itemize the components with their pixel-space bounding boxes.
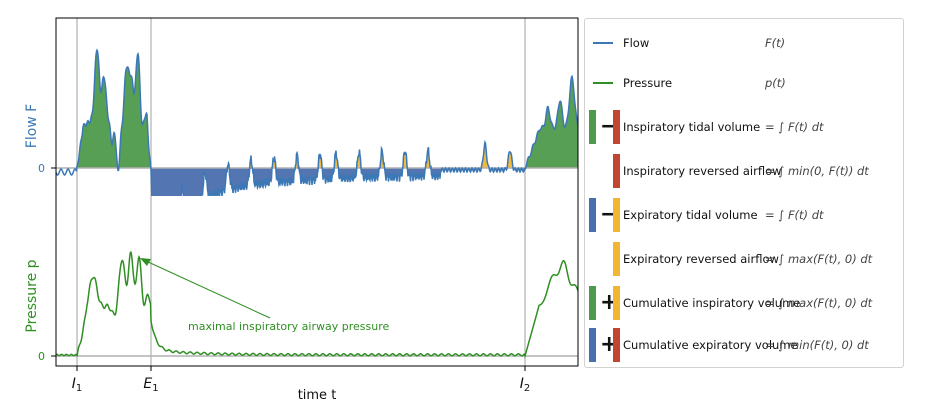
- legend-item-expiratory-tidal-volume: − Expiratory tidal volume = ∫ F(t) dt: [585, 195, 903, 235]
- event-lines: [76, 18, 526, 366]
- legend-formula: = ∫ min(F(t), 0) dt: [765, 338, 869, 352]
- minus-operator: −: [600, 114, 619, 139]
- plot-frame: [55, 17, 579, 367]
- legend-item-cumulative-inspiratory-volume: + Cumulative inspiratory volume = ∫ max(…: [585, 283, 903, 323]
- plus-operator: +: [600, 332, 619, 357]
- yellow-swatch: [613, 242, 620, 276]
- flow-fill-regions: [77, 50, 578, 196]
- legend-formula: = ∫ max(F(t), 0) dt: [765, 296, 873, 310]
- green-swatch: [589, 110, 596, 144]
- legend-item-inspiratory-reversed-airflow: Inspiratory reversed airflow = ∫ min(0, …: [585, 151, 903, 191]
- minus-operator: −: [600, 202, 619, 227]
- flow-y-tick-0: 0: [38, 162, 45, 175]
- fill-region: [252, 168, 272, 188]
- flow-swatch: [593, 42, 613, 44]
- green-swatch: [589, 286, 596, 320]
- yellow-swatch: [613, 286, 620, 320]
- yellow-swatch: [613, 198, 620, 232]
- annotation-text: maximal inspiratory airway pressure: [188, 320, 389, 333]
- pressure-y-tick-0: 0: [38, 350, 45, 363]
- red-swatch: [613, 328, 620, 362]
- legend-formula: F(t): [765, 36, 786, 50]
- legend-formula: p(t): [765, 76, 786, 90]
- x-tick-e1: E1: [143, 376, 158, 394]
- legend: Flow F(t) Pressure p(t) − Inspiratory ti…: [584, 18, 904, 368]
- pressure-axis-label: Pressure p: [24, 259, 40, 332]
- pressure-series-line: [56, 251, 578, 359]
- legend-label: Expiratory reversed airflow: [623, 252, 779, 266]
- x-ticks: I1 E1 I2: [72, 366, 531, 394]
- fill-region: [526, 76, 578, 168]
- fill-region: [77, 50, 118, 168]
- legend-label: Cumulative inspiratory volume: [623, 296, 801, 310]
- fill-region: [481, 142, 490, 168]
- fill-region: [119, 53, 151, 169]
- legend-formula: = ∫ max(F(t), 0) dt: [765, 252, 873, 266]
- plus-operator: +: [600, 290, 619, 315]
- legend-item-flow: Flow F(t): [585, 23, 903, 63]
- legend-label: Inspiratory tidal volume: [623, 120, 761, 134]
- blue-swatch: [589, 328, 596, 362]
- legend-label: Inspiratory reversed airflow: [623, 164, 782, 178]
- x-tick-i2: I2: [520, 376, 531, 394]
- flow-series-line: [56, 48, 578, 196]
- legend-formula: = ∫ F(t) dt: [765, 120, 824, 134]
- flow-axis-label: Flow F: [24, 104, 40, 148]
- x-tick-i1: I1: [72, 376, 83, 394]
- pressure-swatch: [593, 82, 613, 84]
- annotation-arrow: [140, 258, 271, 319]
- legend-label: Pressure: [623, 76, 673, 90]
- legend-item-pressure: Pressure p(t): [585, 63, 903, 103]
- red-swatch: [613, 154, 620, 188]
- x-axis-label: time t: [298, 388, 337, 403]
- legend-item-cumulative-expiratory-volume: + Cumulative expiratory volume = ∫ min(F…: [585, 325, 903, 365]
- legend-label: Expiratory tidal volume: [623, 208, 758, 222]
- fill-region: [151, 168, 228, 196]
- fill-region: [385, 168, 403, 182]
- legend-label: Cumulative expiratory volume: [623, 338, 798, 352]
- red-swatch: [613, 110, 620, 144]
- legend-formula: = ∫ F(t) dt: [765, 208, 824, 222]
- legend-item-expiratory-reversed-airflow: Expiratory reversed airflow = ∫ max(F(t)…: [585, 239, 903, 279]
- legend-formula: = ∫ min(0, F(t)) dt: [765, 164, 869, 178]
- legend-item-inspiratory-tidal-volume: − Inspiratory tidal volume = ∫ F(t) dt: [585, 107, 903, 147]
- legend-label: Flow: [623, 36, 650, 50]
- blue-swatch: [589, 198, 596, 232]
